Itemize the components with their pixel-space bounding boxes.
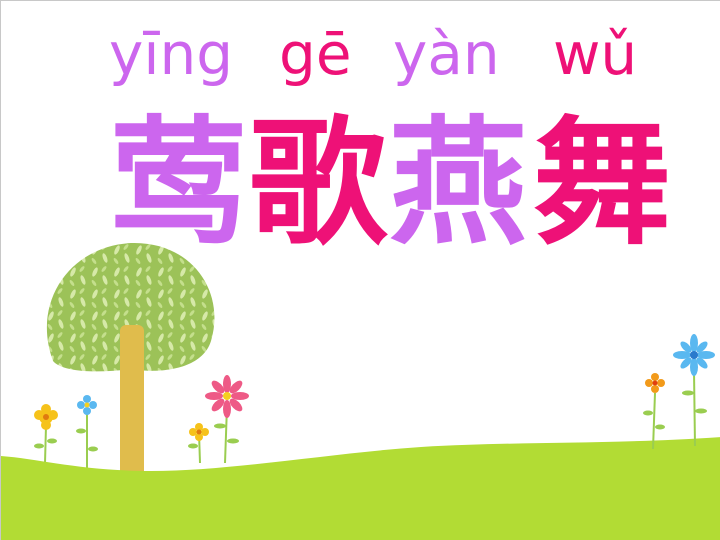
hanzi-row: 莺 歌 燕 舞 (1, 109, 720, 259)
pinyin-yan: yàn (393, 20, 500, 88)
hanzi-wu: 舞 (533, 103, 672, 264)
orange-flower (643, 373, 665, 450)
yellow-flower (188, 423, 209, 464)
hanzi-ying: 莺 (109, 103, 248, 264)
tree-illustration (46, 242, 215, 479)
blue-flower (673, 334, 715, 447)
pink-flower (205, 375, 249, 464)
tree-trunk (120, 325, 144, 479)
yellow-flower (34, 404, 58, 464)
hanzi-ge: 歌 (249, 103, 388, 264)
pinyin-row: yīng gē yàn wǔ (1, 19, 720, 89)
pinyin-wu: wǔ (553, 20, 638, 88)
tree-canopy (46, 242, 215, 372)
blue-flower (76, 395, 98, 471)
grass (1, 437, 720, 540)
pinyin-ying: yīng (109, 20, 234, 88)
pinyin-ge: gē (279, 20, 352, 88)
hanzi-yan: 燕 (389, 103, 528, 264)
